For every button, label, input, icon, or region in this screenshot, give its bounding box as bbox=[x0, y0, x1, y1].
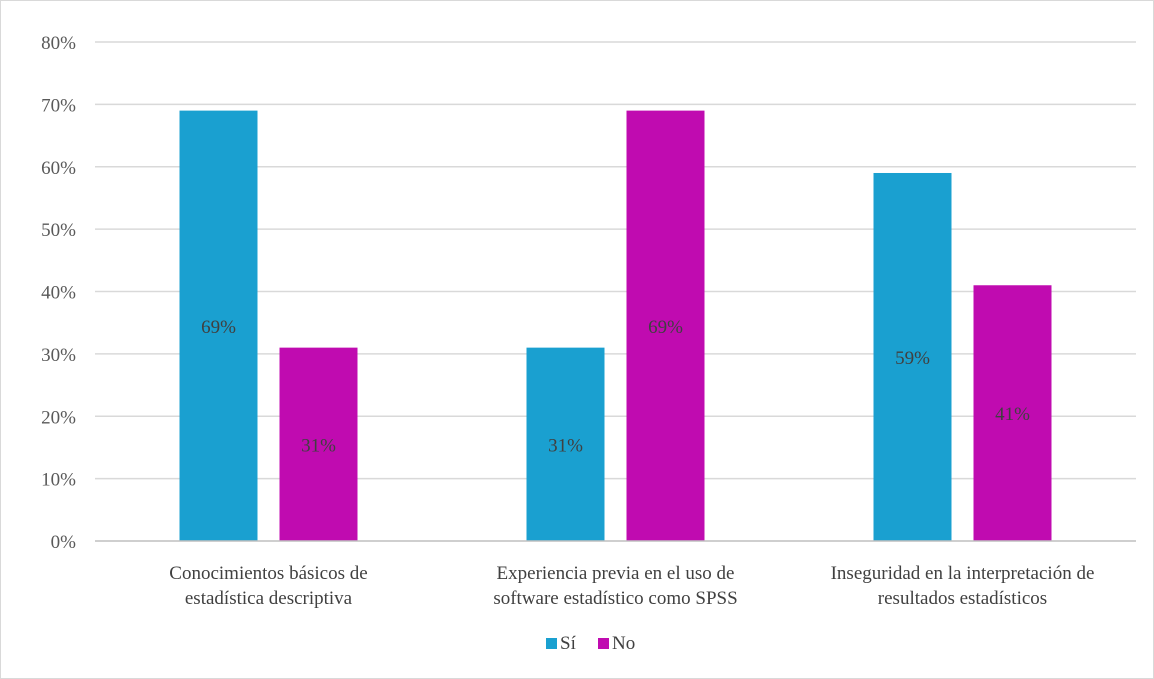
bars bbox=[179, 110, 1052, 542]
data-label: 59% bbox=[895, 348, 930, 369]
y-tick-label: 30% bbox=[41, 345, 76, 366]
legend-label: Sí bbox=[560, 633, 577, 654]
data-labels: 69% 31% 59% 31% 69% 41% bbox=[201, 317, 1030, 457]
bar-no-1 bbox=[626, 110, 705, 542]
data-label: 31% bbox=[548, 435, 583, 456]
legend-label: No bbox=[612, 633, 635, 654]
y-tick-label: 0% bbox=[51, 532, 77, 553]
category-labels: Conocimientos básicos de estadística desc… bbox=[169, 563, 1094, 609]
y-tick-label: 20% bbox=[41, 407, 76, 428]
data-label: 69% bbox=[201, 317, 236, 338]
bar-si-1 bbox=[526, 347, 605, 541]
category-label: Experiencia previa en el uso de bbox=[497, 563, 735, 584]
y-tick-label: 60% bbox=[41, 158, 76, 179]
y-tick-label: 70% bbox=[41, 95, 76, 116]
bar-si-2 bbox=[873, 172, 952, 542]
bar-no-2 bbox=[973, 285, 1052, 541]
data-label: 69% bbox=[648, 317, 683, 338]
category-label: Inseguridad en la interpretación de bbox=[831, 563, 1095, 584]
y-axis-ticks: 0% 10% 20% 30% 40% 50% 60% 70% 80% bbox=[41, 33, 76, 553]
legend-swatch-no bbox=[598, 638, 609, 649]
bar-si-0 bbox=[179, 110, 258, 542]
category-label: estadística descriptiva bbox=[185, 588, 353, 609]
category-label: resultados estadísticos bbox=[878, 588, 1047, 609]
data-label: 31% bbox=[301, 435, 336, 456]
legend: Sí No bbox=[546, 633, 635, 654]
y-tick-label: 40% bbox=[41, 283, 76, 304]
gridlines bbox=[95, 41, 1136, 480]
legend-swatch-si bbox=[546, 638, 557, 649]
y-tick-label: 10% bbox=[41, 470, 76, 491]
category-label: software estadístico como SPSS bbox=[493, 588, 737, 609]
y-tick-label: 80% bbox=[41, 33, 76, 54]
y-tick-label: 50% bbox=[41, 220, 76, 241]
category-label: Conocimientos básicos de bbox=[169, 563, 367, 584]
bar-no-0 bbox=[279, 347, 358, 541]
data-label: 41% bbox=[995, 404, 1030, 425]
